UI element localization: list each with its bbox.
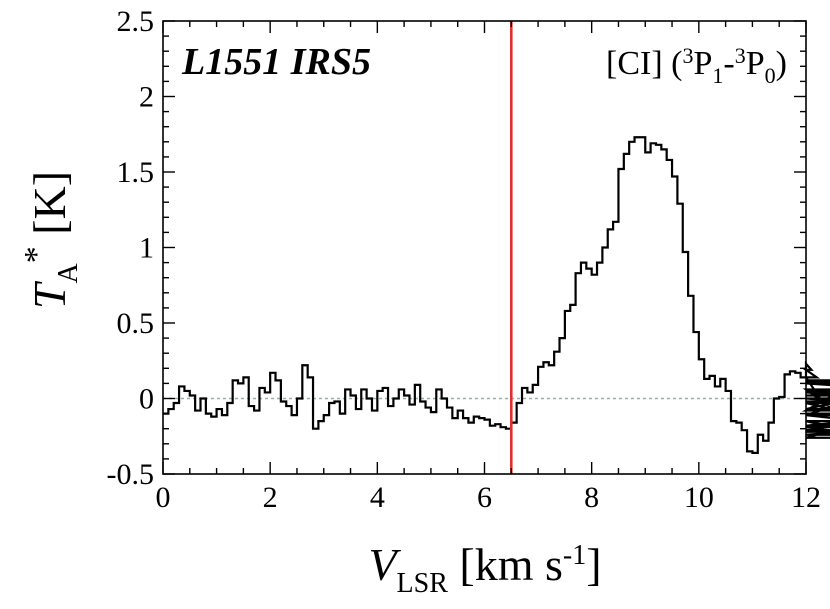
x-tick-label: 0 xyxy=(156,481,171,514)
x-tick-label: 10 xyxy=(684,481,714,514)
x-tick-label: 12 xyxy=(791,481,821,514)
y-tick-label: 2 xyxy=(139,81,154,114)
y-axis-label: TA* [K] xyxy=(18,171,84,309)
x-tick-label: 6 xyxy=(477,481,492,514)
x-tick-label: 4 xyxy=(370,481,385,514)
y-ticks: -0.5 0 0.5 1 1.5 2 2.5 xyxy=(107,5,806,491)
x-tick-label: 8 xyxy=(584,481,599,514)
y-tick-label: -0.5 xyxy=(107,458,155,491)
x-axis-label: VLSR [km s-1] xyxy=(368,539,601,599)
y-tick-label: 2.5 xyxy=(117,5,155,38)
line-label: [CI] (3P1-3P0) xyxy=(606,43,787,88)
y-tick-label: 0 xyxy=(139,383,154,416)
source-label: L1551 IRS5 xyxy=(181,41,371,83)
spectrum-step-line xyxy=(163,136,830,454)
y-tick-label: 1 xyxy=(139,232,154,265)
plot-area: 0 2 4 6 8 10 12 -0.500.511.522.5 xyxy=(107,5,830,514)
x-tick-label: 2 xyxy=(263,481,278,514)
y-tick-label: 0.5 xyxy=(117,307,155,340)
y-tick-label: 1.5 xyxy=(117,156,155,189)
x-ticks: 0 2 4 6 8 10 12 xyxy=(156,21,821,514)
